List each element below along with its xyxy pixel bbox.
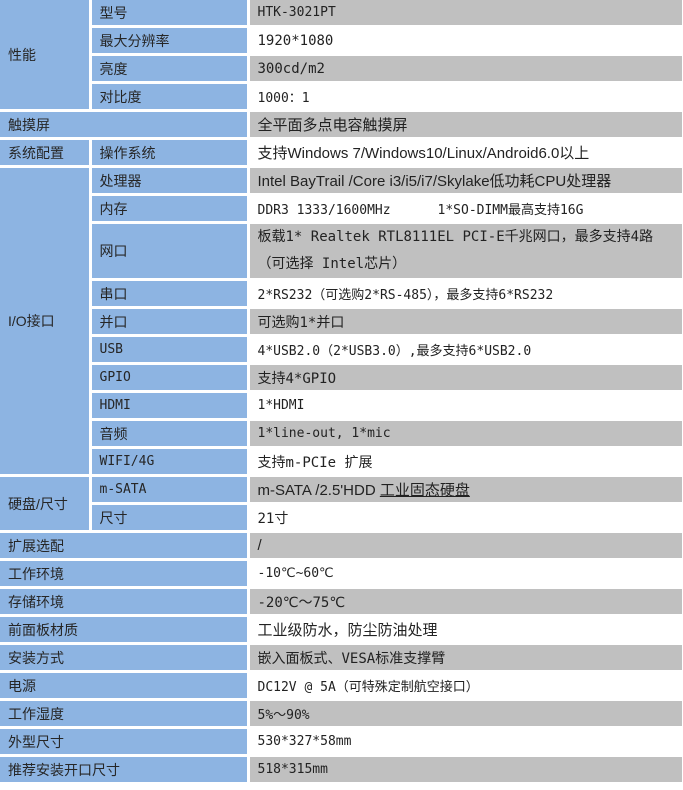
category-cell-cutout-size: 推荐安装开口尺寸 [0, 754, 250, 785]
spec-value-hdmi: 1*HDMI [246, 390, 683, 421]
spec-label-usb: USB [90, 334, 250, 365]
spec-label-lan: 网口 [90, 221, 250, 281]
spec-value-brightness: 300cd/m2 [246, 53, 683, 84]
category-cell-front-panel: 前面板材质 [0, 614, 250, 645]
category-cell-operating-env: 工作环境 [0, 558, 250, 589]
spec-value-operating-env: -10℃~60℃ [246, 558, 683, 589]
msata-value-underlined: 工业固态硬盘 [379, 482, 470, 499]
category-cell-outline-size: 外型尺寸 [0, 726, 250, 757]
spec-label-wifi: WIFI/4G [90, 446, 250, 477]
spec-value-contrast: 1000：1 [246, 81, 683, 112]
spec-label-audio: 音频 [90, 418, 250, 449]
spec-value-model: HTK-3021PT [246, 0, 683, 28]
category-cell-touchscreen: 触摸屏 [0, 109, 250, 140]
spec-label-parallel: 并口 [90, 306, 250, 337]
category-cell-expansion: 扩展选配 [0, 530, 250, 561]
spec-value-size: 21寸 [246, 502, 683, 533]
category-cell-power: 电源 [0, 670, 250, 701]
spec-value-expansion: / [246, 530, 683, 561]
spec-value-usb: 4*USB2.0（2*USB3.0）,最多支持6*USB2.0 [246, 334, 683, 365]
spec-label-gpio: GPIO [90, 362, 250, 393]
spec-value-humidity: 5%～90% [246, 698, 683, 729]
spec-value-cpu: Intel BayTrail /Core i3/i5/i7/Skylake低功耗… [246, 165, 683, 196]
spec-label-resolution: 最大分辨率 [90, 25, 250, 56]
category-cell-performance: 性能 [0, 0, 92, 112]
spec-label-size: 尺寸 [90, 502, 250, 533]
spec-value-touchscreen: 全平面多点电容触摸屏 [246, 109, 683, 140]
category-cell-humidity: 工作湿度 [0, 698, 250, 729]
spec-label-hdmi: HDMI [90, 390, 250, 421]
spec-value-gpio: 支持4*GPIO [246, 362, 683, 393]
spec-value-power: DC12V @ 5A（可特殊定制航空接口） [246, 670, 683, 701]
spec-value-resolution: 1920*1080 [246, 25, 683, 56]
spec-label-msata: m-SATA [88, 474, 250, 505]
spec-label-brightness: 亮度 [90, 53, 250, 84]
spec-value-audio: 1*line-out, 1*mic [246, 418, 683, 449]
spec-label-model: 型号 [88, 0, 250, 28]
spec-value-os: 支持Windows 7/Windows10/Linux/Android6.0以上 [246, 137, 683, 168]
category-cell-system-config: 系统配置 [0, 137, 92, 168]
spec-label-contrast: 对比度 [90, 81, 250, 112]
spec-value-lan: 板载1* Realtek RTL8111EL PCI-E千兆网口，最多支持4路（… [246, 221, 683, 281]
spec-value-mounting: 嵌入面板式、VESA标准支撑臂 [246, 642, 683, 673]
category-cell-io: I/O接口 [0, 165, 92, 477]
spec-value-serial: 2*RS232（可选购2*RS-485），最多支持6*RS232 [246, 278, 683, 309]
category-cell-disk-size: 硬盘/尺寸 [0, 474, 92, 533]
spec-value-storage-env: -20℃～75℃ [246, 586, 683, 617]
spec-value-cutout-size: 518*315mm [246, 754, 683, 785]
spec-label-os: 操作系统 [88, 137, 250, 168]
spec-value-outline-size: 530*327*58mm [246, 726, 683, 757]
spec-label-memory: 内存 [90, 193, 250, 224]
spec-value-front-panel: 工业级防水，防尘防油处理 [246, 614, 683, 645]
spec-value-parallel: 可选购1*并口 [246, 306, 683, 337]
spec-value-wifi: 支持m-PCIe 扩展 [246, 446, 683, 477]
category-cell-mounting: 安装方式 [0, 642, 250, 673]
msata-value-main: m-SATA /2.5'HDD [257, 482, 380, 499]
category-cell-storage-env: 存储环境 [0, 586, 250, 617]
spec-value-memory: DDR3 1333/1600MHz 1*SO-DIMM最高支持16G [246, 193, 683, 224]
spec-label-serial: 串口 [90, 278, 250, 309]
spec-label-cpu: 处理器 [88, 165, 250, 196]
spec-value-msata: m-SATA /2.5'HDD 工业固态硬盘 [246, 474, 683, 505]
